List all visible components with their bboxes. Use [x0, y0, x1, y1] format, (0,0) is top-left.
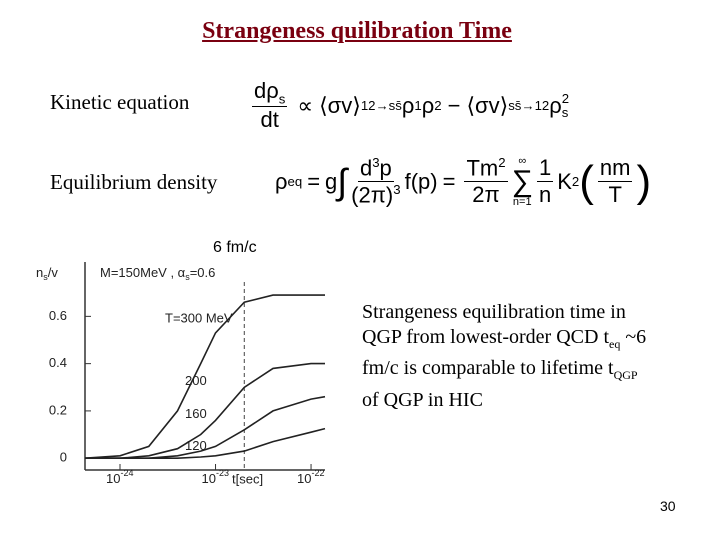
eq-part: 2π — [472, 182, 500, 208]
eq-part: 12→ss̄ — [360, 98, 402, 114]
eq-part: 2 — [561, 91, 570, 107]
eq-part: ρ — [275, 168, 288, 194]
param-part: M=150MeV , α — [100, 265, 186, 280]
eq-part: ∝ — [297, 92, 314, 118]
param-part: =0.6 — [190, 265, 216, 280]
curve — [84, 294, 325, 459]
eq-part: nm — [597, 155, 633, 183]
eq-part: ∫ — [337, 160, 348, 202]
eq-part: 3 — [393, 182, 401, 198]
eq-part: = — [307, 168, 321, 194]
marker-label: 6 fm/c — [213, 239, 257, 256]
eq-part: d — [359, 155, 373, 181]
fraction: Tm2 2π — [464, 155, 508, 208]
eq-part: T — [608, 182, 622, 208]
y-label-part: s — [43, 272, 48, 282]
y-axis-label: ns/v — [36, 265, 58, 282]
x-tick-label: 10-23 — [202, 468, 229, 486]
eq-part: 1 — [536, 155, 554, 183]
curve-label: 160 — [185, 406, 207, 421]
eq-part: ∑ — [511, 164, 533, 198]
x-tick-base: 10 — [202, 471, 216, 486]
fraction: d3p (2π)3 — [351, 155, 400, 209]
subscript: eq — [609, 336, 621, 351]
x-tick-power: -24 — [120, 468, 133, 478]
curve — [85, 362, 325, 459]
eq-part: ρ — [549, 92, 562, 118]
description: Strangeness equilibration time in QGP fr… — [362, 300, 647, 412]
fraction: dρs dt — [252, 78, 288, 133]
eq-part: f(p) — [404, 168, 438, 194]
x-tick-power: -23 — [216, 468, 229, 478]
eq-part: ρ — [421, 92, 435, 118]
curve — [85, 427, 326, 459]
y-tick-label: 0.6 — [49, 308, 67, 323]
y-label-part: /v — [48, 265, 59, 280]
x-tick-power: -22 — [312, 468, 325, 478]
text: Strangeness equilibration time in QGP fr… — [362, 301, 626, 348]
parameters: M=150MeV , αs=0.6 — [100, 265, 215, 282]
eq-part: ) — [636, 156, 652, 206]
y-tick-label: 0.2 — [49, 402, 67, 417]
eq-part: ( — [579, 156, 594, 206]
eq-part: − — [447, 92, 461, 118]
eq-part: = — [442, 168, 456, 194]
eq-part: p — [379, 155, 392, 181]
eq-part: 3 — [372, 155, 380, 170]
eq-part: 2 — [498, 155, 506, 171]
x-tick-base: 10 — [297, 471, 311, 486]
curve-label: 120 — [185, 438, 207, 453]
x-tick-label: 10-22 — [297, 468, 324, 486]
y-tick-label: 0.4 — [49, 355, 67, 370]
eq-part: ∞ — [518, 154, 527, 167]
eq-part: n=1 — [512, 195, 532, 208]
title: Strangeness quilibration Time — [202, 18, 512, 44]
eq-part: 2 — [434, 98, 442, 114]
text: of QGP in HIC — [362, 388, 483, 411]
equilibrium-label: Equilibrium density — [50, 170, 218, 194]
x-tick-label: 10-24 — [106, 468, 133, 486]
eq-part: ⟨σv⟩ — [319, 92, 361, 118]
eq-part: dρ — [254, 78, 279, 103]
page-number: 30 — [660, 498, 676, 514]
y-tick-label: 0 — [60, 450, 67, 465]
eq-part: dt — [260, 107, 279, 133]
eq-part: Tm — [466, 155, 499, 181]
eq-part: eq — [287, 174, 303, 190]
eq-part: (2π) — [351, 182, 394, 208]
x-tick-base: 10 — [106, 471, 120, 486]
eq-part: K — [557, 168, 572, 194]
eq-part: 2 — [571, 174, 580, 190]
text: ~6 fm/c is comparable to lifetime t — [362, 325, 647, 380]
eq-part: s — [278, 91, 286, 107]
x-axis-label: t[sec] — [232, 471, 263, 486]
eq-part: g — [325, 168, 338, 194]
subscript: QGP — [613, 368, 638, 382]
eq-part: ρ — [401, 92, 415, 118]
eq-part: 1 — [414, 98, 422, 114]
curve-label: T=300 MeV — [165, 311, 233, 326]
fraction: nm T — [597, 155, 633, 208]
curve-label: 200 — [185, 373, 207, 388]
eq-part: n — [538, 182, 552, 208]
y-label-part: n — [36, 265, 43, 280]
param-part: s — [185, 272, 190, 282]
eq-part: ⟨σv⟩ — [466, 92, 509, 118]
kinetic-label: Kinetic equation — [50, 90, 190, 114]
eq-part: ss̄→12 — [508, 98, 550, 114]
eq-part: s — [561, 104, 569, 120]
